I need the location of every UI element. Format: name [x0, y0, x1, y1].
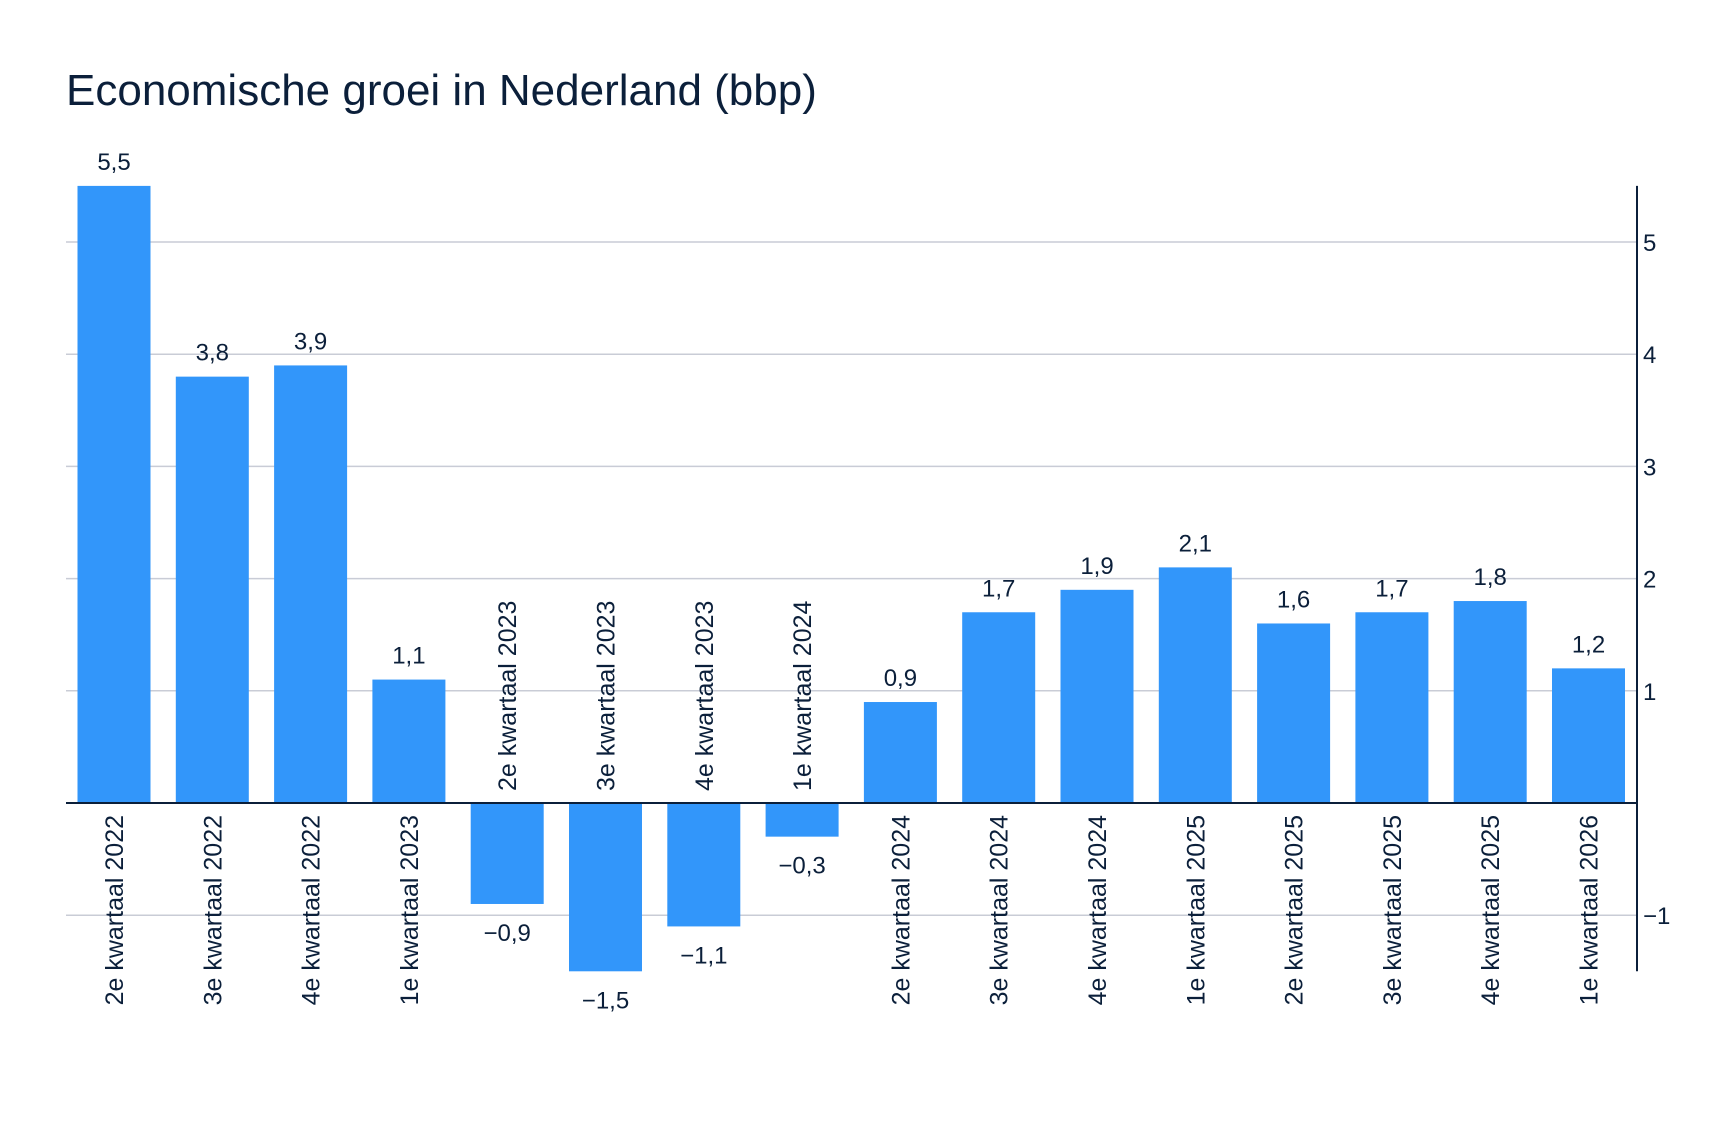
x-tick-label: 1e kwartaal 2023: [396, 815, 424, 1005]
bar: [1060, 589, 1134, 803]
y-tick-label: 1: [1643, 679, 1656, 706]
x-tick-label: 3e kwartaal 2023: [593, 601, 621, 791]
y-tick-label: 5: [1643, 230, 1656, 257]
bar: [175, 376, 249, 803]
bar: [1453, 601, 1527, 803]
bar: [569, 803, 642, 972]
bar: [1552, 668, 1625, 803]
bar: [667, 803, 741, 927]
bar: [962, 612, 1036, 803]
x-tick-label: 2e kwartaal 2022: [101, 815, 129, 1005]
x-tick-label: 2e kwartaal 2023: [494, 601, 522, 791]
data-label: −1,5: [582, 987, 629, 1014]
x-tick-label: 4e kwartaal 2024: [1084, 815, 1112, 1006]
y-tick-label: 2: [1643, 567, 1656, 594]
data-label: 1,2: [1572, 631, 1605, 658]
data-label: −0,3: [778, 853, 825, 880]
labels: −1 1 2 3 4 5 5,5 2e kwartaal 2022 3,8 3e kwartaal…: [97, 149, 1670, 1014]
y-tick-label: −1: [1643, 903, 1670, 930]
data-label: 3,8: [196, 340, 229, 367]
data-label: 0,9: [884, 665, 917, 692]
x-tick-label: 1e kwartaal 2025: [1182, 815, 1210, 1005]
bar: [1257, 623, 1331, 803]
y-tick-label: 3: [1643, 454, 1656, 481]
chart-title: Economische groei in Nederland (bbp): [66, 66, 817, 115]
data-label: 1,7: [1375, 575, 1408, 602]
bar: [765, 803, 839, 837]
data-label: 5,5: [97, 149, 130, 176]
bar: [1158, 567, 1232, 803]
data-label: −0,9: [484, 920, 531, 947]
x-tick-label: 2e kwartaal 2024: [887, 815, 915, 1006]
x-tick-label: 3e kwartaal 2022: [199, 815, 227, 1005]
bar: [274, 365, 348, 803]
x-tick-label: 2e kwartaal 2025: [1281, 815, 1309, 1005]
data-label: −1,1: [680, 942, 727, 969]
x-tick-label: 1e kwartaal 2026: [1576, 815, 1604, 1005]
bar: [470, 803, 544, 904]
x-tick-label: 1e kwartaal 2024: [789, 600, 817, 791]
bar: [372, 679, 446, 803]
bar: [1355, 612, 1429, 803]
data-label: 1,6: [1277, 586, 1310, 613]
axes: [66, 185, 1638, 972]
x-tick-label: 4e kwartaal 2022: [298, 815, 326, 1005]
data-label: 1,1: [392, 643, 425, 670]
data-label: 1,7: [982, 575, 1015, 602]
x-tick-label: 4e kwartaal 2025: [1477, 815, 1505, 1005]
bar: [77, 185, 151, 803]
data-label: 2,1: [1179, 530, 1212, 557]
x-tick-label: 3e kwartaal 2025: [1379, 815, 1407, 1005]
data-label: 1,8: [1474, 564, 1507, 591]
x-tick-label: 3e kwartaal 2024: [986, 815, 1014, 1006]
bar: [863, 702, 937, 803]
x-tick-label: 4e kwartaal 2023: [691, 601, 719, 791]
bars: [77, 185, 1625, 972]
data-label: 3,9: [294, 328, 327, 355]
y-tick-label: 4: [1643, 342, 1656, 369]
data-label: 1,9: [1080, 553, 1113, 580]
